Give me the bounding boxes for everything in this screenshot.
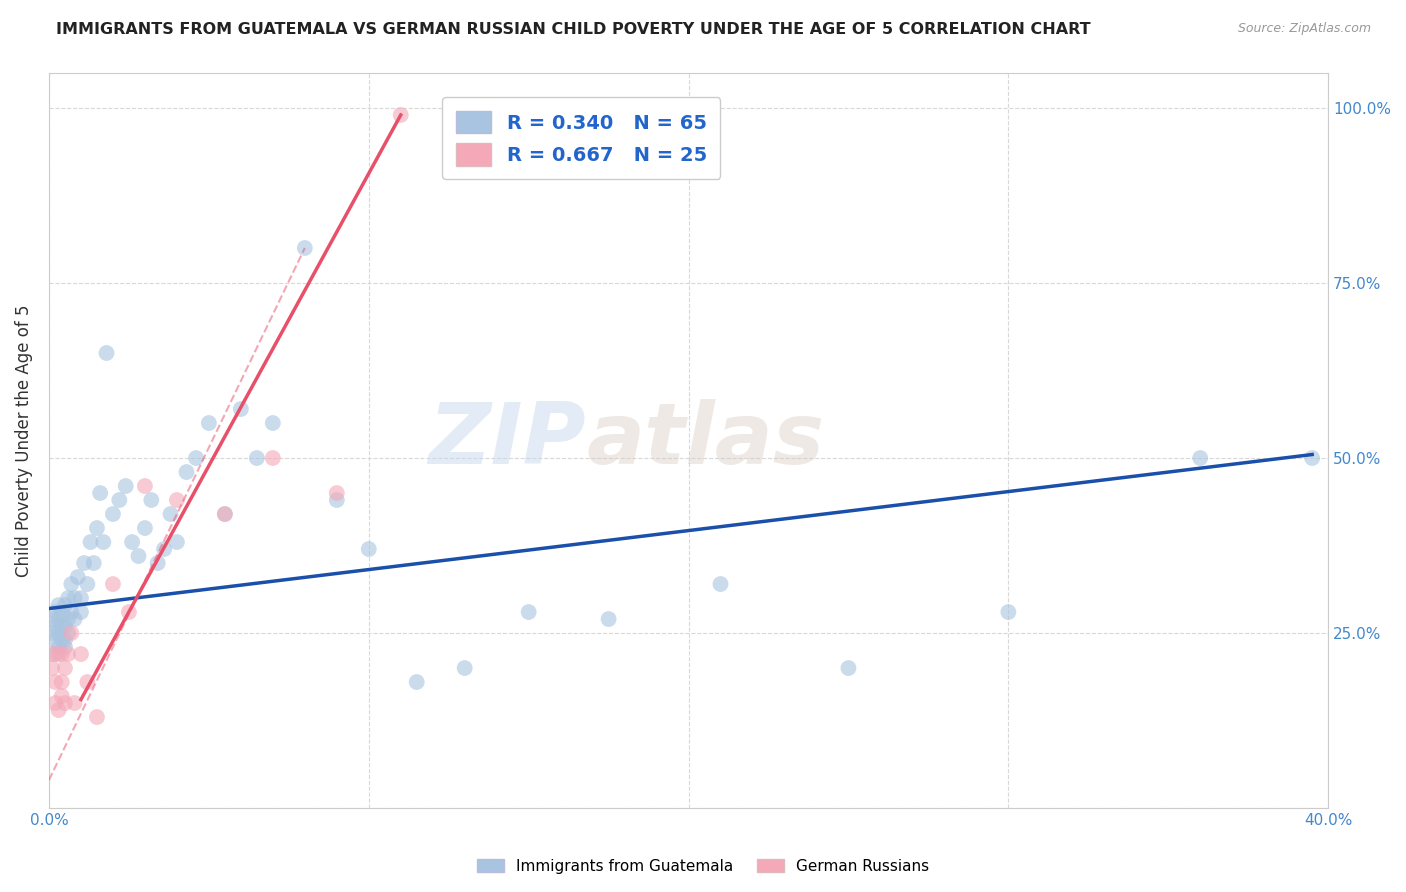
Point	[60, 605, 83, 619]
Point	[44, 675, 66, 690]
Point	[56, 591, 79, 605]
Point	[66, 570, 89, 584]
Point	[121, 535, 143, 549]
Point	[101, 577, 124, 591]
Point	[262, 450, 284, 465]
Point	[53, 640, 76, 654]
Point	[86, 710, 108, 724]
Point	[389, 108, 412, 122]
Point	[294, 241, 316, 255]
Point	[517, 605, 540, 619]
Point	[41, 612, 63, 626]
Point	[73, 556, 96, 570]
Point	[51, 605, 73, 619]
Point	[56, 647, 79, 661]
Point	[44, 633, 66, 648]
Point	[44, 696, 66, 710]
Point	[44, 605, 66, 619]
Point	[41, 647, 63, 661]
Text: ZIP: ZIP	[429, 399, 586, 482]
Text: IMMIGRANTS FROM GUATEMALA VS GERMAN RUSSIAN CHILD POVERTY UNDER THE AGE OF 5 COR: IMMIGRANTS FROM GUATEMALA VS GERMAN RUSS…	[56, 22, 1091, 37]
Point	[214, 507, 236, 521]
Point	[598, 612, 620, 626]
Point	[51, 633, 73, 648]
Point	[166, 493, 188, 508]
Point	[41, 661, 63, 675]
Point	[176, 465, 198, 479]
Point	[70, 605, 93, 619]
Point	[41, 626, 63, 640]
Point	[70, 647, 93, 661]
Point	[76, 675, 98, 690]
Point	[51, 619, 73, 633]
Point	[134, 479, 156, 493]
Point	[70, 591, 93, 605]
Point	[326, 486, 349, 500]
Point	[997, 605, 1019, 619]
Point	[146, 556, 169, 570]
Point	[96, 346, 118, 360]
Point	[51, 689, 73, 703]
Point	[262, 416, 284, 430]
Point	[63, 612, 86, 626]
Point	[51, 675, 73, 690]
Point	[76, 577, 98, 591]
Point	[454, 661, 477, 675]
Point	[53, 619, 76, 633]
Point	[79, 535, 101, 549]
Point	[837, 661, 859, 675]
Point	[48, 612, 70, 626]
Point	[114, 479, 136, 493]
Point	[101, 507, 124, 521]
Point	[48, 640, 70, 654]
Point	[83, 556, 105, 570]
Point	[159, 507, 181, 521]
Point	[53, 696, 76, 710]
Point	[86, 521, 108, 535]
Point	[134, 521, 156, 535]
Point	[63, 696, 86, 710]
Point	[53, 633, 76, 648]
Point	[1301, 450, 1323, 465]
Point	[118, 605, 141, 619]
Point	[89, 486, 111, 500]
Point	[246, 450, 269, 465]
Point	[184, 450, 207, 465]
Point	[326, 493, 349, 508]
Point	[44, 647, 66, 661]
Y-axis label: Child Poverty Under the Age of 5: Child Poverty Under the Age of 5	[15, 304, 32, 577]
Point	[60, 626, 83, 640]
Point	[709, 577, 731, 591]
Legend: Immigrants from Guatemala, German Russians: Immigrants from Guatemala, German Russia…	[471, 853, 935, 880]
Point	[48, 647, 70, 661]
Point	[214, 507, 236, 521]
Point	[53, 661, 76, 675]
Point	[51, 647, 73, 661]
Point	[229, 402, 252, 417]
Text: Source: ZipAtlas.com: Source: ZipAtlas.com	[1237, 22, 1371, 36]
Point	[153, 542, 176, 557]
Point	[48, 626, 70, 640]
Point	[108, 493, 131, 508]
Point	[48, 703, 70, 717]
Point	[141, 493, 163, 508]
Point	[56, 626, 79, 640]
Point	[357, 542, 380, 557]
Point	[63, 591, 86, 605]
Point	[1189, 450, 1212, 465]
Point	[128, 549, 150, 563]
Point	[166, 535, 188, 549]
Point	[56, 612, 79, 626]
Point	[91, 535, 114, 549]
Point	[48, 598, 70, 612]
Legend: R = 0.340   N = 65, R = 0.667   N = 25: R = 0.340 N = 65, R = 0.667 N = 25	[443, 97, 720, 179]
Text: atlas: atlas	[586, 399, 824, 482]
Point	[60, 577, 83, 591]
Point	[44, 619, 66, 633]
Point	[53, 598, 76, 612]
Point	[405, 675, 427, 690]
Point	[198, 416, 221, 430]
